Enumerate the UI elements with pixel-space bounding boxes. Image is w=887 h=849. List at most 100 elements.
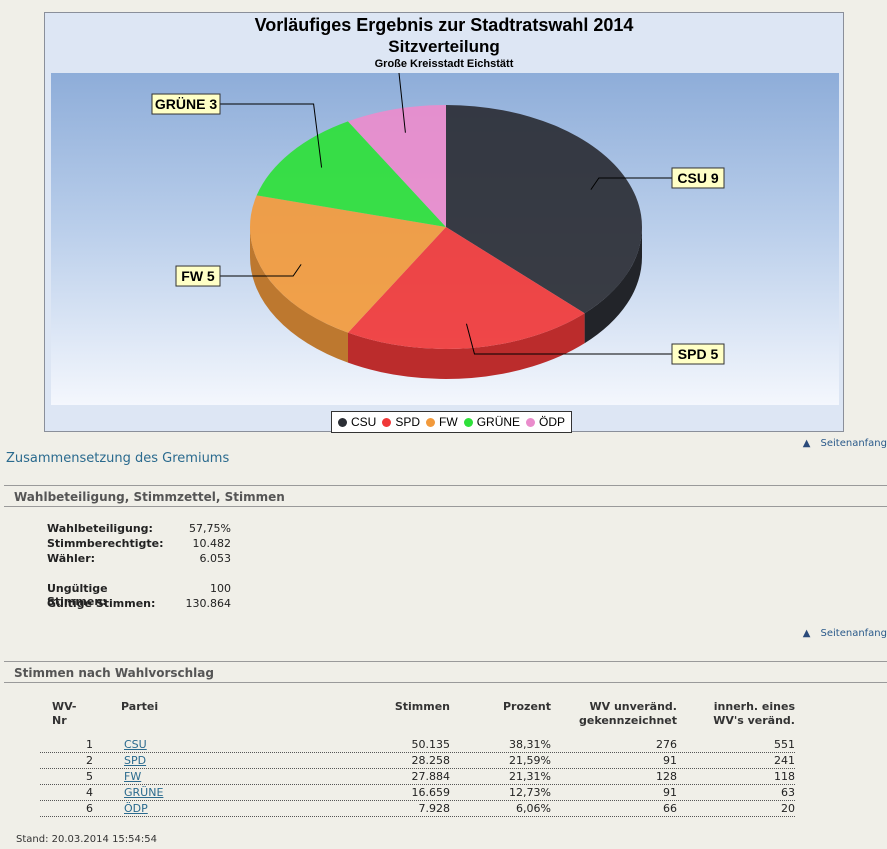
chart-title: Vorläufiges Ergebnis zur Stadtratswahl 2…	[254, 15, 634, 35]
stat-row: Stimmberechtigte: 10.482	[47, 537, 231, 552]
legend-label-CSU: CSU	[351, 415, 377, 429]
votes-section-header: Stimmen nach Wahlvorschlag	[4, 661, 887, 683]
col-header-prozent: Prozent	[503, 700, 551, 713]
timestamp: Stand: 20.03.2014 15:54:54	[16, 834, 157, 845]
cell-nr: 5	[86, 770, 93, 783]
party-link[interactable]: GRÜNE	[124, 786, 164, 799]
table-row: 5 FW 27.884 21,31% 128 118	[40, 768, 795, 785]
cell-prozent: 21,59%	[509, 754, 551, 767]
col-header-partei: Partei	[121, 700, 159, 713]
cell-nr: 4	[86, 786, 93, 799]
cell-veraendert: 551	[774, 738, 795, 751]
col-header-unveraendert-line1: WV unveränd.	[589, 700, 677, 713]
pie-callout-line-GRÜNE	[220, 103, 323, 168]
stat-label: Wahlbeteiligung:	[47, 522, 153, 535]
cell-veraendert: 241	[774, 754, 795, 767]
party-link[interactable]: ÖDP	[124, 802, 148, 815]
pie-slice-GRÜNE	[256, 121, 446, 227]
cell-veraendert: 20	[781, 802, 795, 815]
seat-distribution-chart: Vorläufiges Ergebnis zur Stadtratswahl 2…	[44, 12, 844, 433]
pie-callout-line-SPD	[465, 323, 672, 355]
stat-label: Ungültige Stimmen:	[47, 582, 108, 608]
party-link[interactable]: CSU	[124, 738, 147, 751]
cell-unveraendert: 128	[656, 770, 677, 783]
stat-value: 100	[210, 582, 231, 595]
stat-value: 57,75%	[189, 522, 231, 535]
cell-stimmen: 7.928	[418, 802, 451, 815]
table-row: 1 CSU 50.135 38,31% 276 551	[40, 736, 795, 753]
stat-value: 130.864	[185, 597, 232, 610]
cell-veraendert: 118	[774, 770, 795, 783]
pie-callout-box-GRÜNE	[151, 93, 221, 115]
stat-label: Wähler:	[47, 552, 96, 565]
stat-row: Wahlbeteiligung: 57,75%	[47, 522, 231, 537]
pie-label-CSU: CSU 9	[677, 170, 718, 186]
back-to-top-link[interactable]: ▲ Seitenanfang	[803, 438, 887, 449]
pie-slice-SPD	[348, 227, 585, 350]
pie-slice-FW	[250, 195, 446, 333]
cell-unveraendert: 91	[663, 754, 677, 767]
stat-row: Wähler: 6.053	[47, 552, 231, 567]
col-header-veraendert-line1: innerh. eines	[713, 700, 795, 713]
gremium-composition-link[interactable]: Zusammensetzung des Gremiums	[6, 451, 230, 466]
legend-swatch-ÖDP	[526, 417, 536, 427]
col-header-unveraendert-line2: gekennzeichnet	[578, 714, 677, 727]
pie-slice-side-FW	[250, 227, 348, 363]
up-arrow-icon: ▲	[802, 628, 811, 639]
chart-legend: CSU SPD FW GRÜNE ÖDP	[331, 411, 573, 433]
legend-label-FW: FW	[439, 415, 458, 429]
stat-label: Stimmberechtigte:	[47, 537, 164, 550]
party-link[interactable]: FW	[124, 770, 142, 783]
stat-value: 6.053	[199, 552, 232, 565]
col-header-veraendert: innerh. eines WV's veränd.	[680, 700, 795, 728]
col-header-unveraendert: WV unveränd. gekennzeichnet	[560, 700, 677, 728]
pie-label-SPD: SPD 5	[678, 346, 719, 362]
pie-callout-line-FW	[220, 264, 302, 277]
up-arrow-icon: ▲	[802, 438, 811, 449]
legend-swatch-SPD	[382, 417, 392, 427]
legend-item-SPD: SPD	[382, 415, 420, 429]
back-to-top-link[interactable]: ▲ Seitenanfang	[803, 628, 887, 639]
chart-subtitle-city: Große Kreisstadt Eichstätt	[374, 58, 514, 70]
col-header-veraendert-line2: WV's veränd.	[713, 714, 795, 727]
legend-item-GRÜNE: GRÜNE	[463, 415, 521, 429]
pie-callout-box-CSU	[671, 167, 725, 189]
legend-label-GRÜNE: GRÜNE	[476, 415, 521, 429]
legend-swatch-GRÜNE	[463, 417, 473, 427]
cell-unveraendert: 66	[663, 802, 677, 815]
col-header-nr: WV-Nr	[52, 700, 77, 727]
cell-stimmen: 28.258	[411, 754, 451, 767]
cell-prozent: 38,31%	[509, 738, 551, 751]
cell-stimmen: 50.135	[411, 738, 451, 751]
pie-label-GRÜNE: GRÜNE 3	[155, 96, 217, 112]
pie-callout-box-FW	[175, 265, 221, 287]
stat-row: Gültige Stimmen: 130.864	[47, 597, 231, 612]
pie-slice-side-CSU	[584, 227, 642, 344]
pie-callout-box-SPD	[671, 343, 725, 365]
legend-item-FW: FW	[426, 415, 458, 429]
legend-label-ÖDP: ÖDP	[539, 415, 566, 429]
turnout-section-header: Wahlbeteiligung, Stimmzettel, Stimmen	[4, 485, 887, 507]
chart-subtitle: Sitzverteilung	[388, 37, 500, 56]
legend-swatch-FW	[426, 417, 436, 427]
table-row: 4 GRÜNE 16.659 12,73% 91 63	[40, 784, 795, 801]
cell-nr: 1	[86, 738, 93, 751]
cell-prozent: 21,31%	[509, 770, 551, 783]
legend-label-SPD: SPD	[395, 415, 421, 429]
cell-nr: 6	[86, 802, 93, 815]
legend-item-CSU: CSU	[338, 415, 376, 429]
pie-label-FW: FW 5	[181, 268, 215, 284]
cell-prozent: 6,06%	[516, 802, 551, 815]
party-link[interactable]: SPD	[124, 754, 147, 767]
turnout-stats: Wahlbeteiligung: 57,75% Stimmberechtigte…	[47, 522, 231, 612]
cell-veraendert: 63	[781, 786, 795, 799]
stat-row: Ungültige Stimmen: 100	[47, 582, 231, 608]
table-row: 6 ÖDP 7.928 6,06% 66 20	[40, 800, 795, 817]
cell-stimmen: 16.659	[411, 786, 451, 799]
pie-callout-line-CSU	[590, 177, 672, 190]
cell-nr: 2	[86, 754, 93, 767]
cell-stimmen: 27.884	[411, 770, 451, 783]
pie-slice-ÖDP	[348, 105, 446, 227]
